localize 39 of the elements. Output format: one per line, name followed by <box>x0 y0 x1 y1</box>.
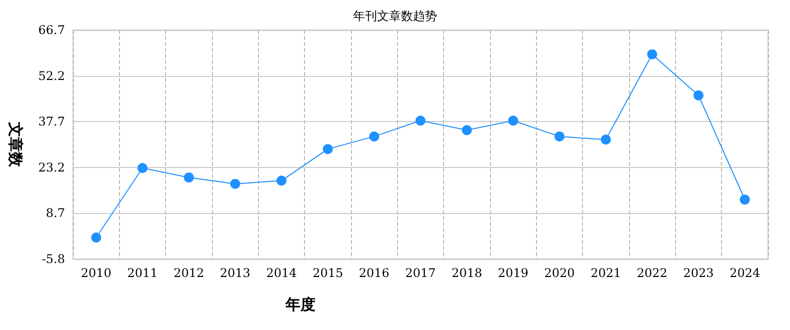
point <box>276 176 286 186</box>
point <box>508 116 518 126</box>
y-tick-label: 52.2 <box>38 68 65 83</box>
y-tick-label: 23.2 <box>38 160 65 174</box>
point <box>740 194 750 205</box>
x-tick-label: 2023 <box>683 266 714 280</box>
x-axis-title: 年度 <box>284 296 316 314</box>
x-tick-label: 2011 <box>127 266 158 280</box>
x-tick-label: 2015 <box>312 266 344 280</box>
point <box>600 134 611 145</box>
point <box>230 178 240 189</box>
y-tick-label: -5.8 <box>42 252 65 266</box>
x-tick-label: 2010 <box>80 266 112 280</box>
x-tick-label: 2022 <box>636 266 668 280</box>
x-tick-label: 2017 <box>405 266 436 280</box>
x-tick-label: 2020 <box>544 266 575 280</box>
x-tick-label: 2013 <box>220 266 250 280</box>
point <box>462 125 472 136</box>
x-tick-label: 2014 <box>266 266 298 280</box>
point <box>138 163 148 174</box>
point <box>416 116 426 126</box>
point <box>184 172 194 183</box>
x-tick-label: 2012 <box>174 266 204 280</box>
x-tick-label: 2016 <box>358 266 390 280</box>
y-tick-label: 66.7 <box>38 23 65 37</box>
y-tick-label: 37.7 <box>38 114 65 129</box>
chart-title: 年刊文章数趋势 <box>353 9 437 23</box>
point <box>369 131 380 142</box>
y-tick-label: 8.7 <box>46 206 65 220</box>
x-tick-label: 2021 <box>590 266 622 280</box>
point <box>647 49 658 60</box>
point <box>322 144 333 154</box>
x-tick-label: 2019 <box>498 266 528 280</box>
x-tick-label: 2024 <box>730 266 760 280</box>
point <box>91 232 102 243</box>
point <box>694 90 704 100</box>
x-tick-label: 2018 <box>452 266 482 280</box>
y-axis-title: 文章数 <box>6 121 24 168</box>
point <box>554 131 564 142</box>
